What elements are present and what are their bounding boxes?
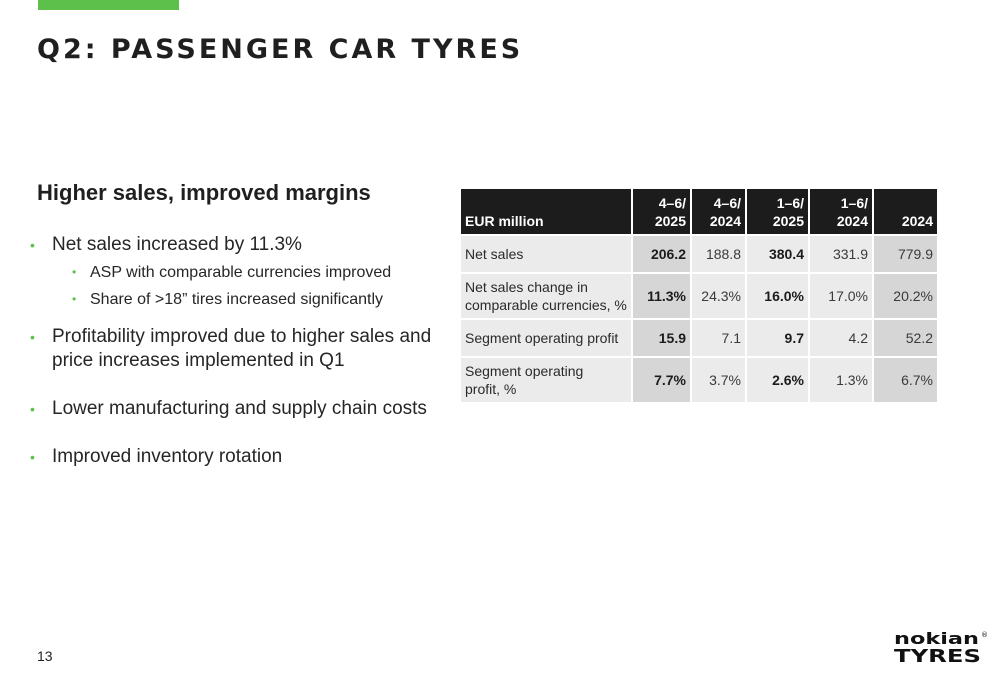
table-cell: 15.9 [632, 318, 692, 357]
accent-bar [38, 0, 179, 10]
bullet-text: Profitability improved due to higher sal… [52, 326, 432, 371]
bullet-dot-icon: • [72, 292, 77, 306]
column-header-year: 2025 [772, 213, 804, 229]
table-cell: 1.3% [809, 356, 874, 402]
table-header-row: EUR million 4–6/2025 4–6/2024 1–6/2025 1… [461, 189, 937, 235]
row-label: Net sales change in comparable currencies… [461, 272, 633, 319]
column-header-year: 2024 [836, 213, 868, 229]
column-header: 1–6/2025 [746, 189, 810, 235]
financial-table: EUR million 4–6/2025 4–6/2024 1–6/2025 1… [461, 189, 937, 402]
row-label-line: Segment operating [465, 363, 584, 379]
column-header-year: 2025 [654, 213, 686, 229]
column-header-period: 4–6/ [713, 195, 741, 211]
bullet-item: • Profitability improved due to higher sa… [30, 325, 450, 373]
table-cell: 380.4 [746, 234, 810, 273]
table-header-label: EUR million [461, 189, 633, 235]
nokian-tyres-logo: nokian ® TYRES [894, 630, 988, 664]
table-cell: 24.3% [691, 272, 747, 319]
row-label: Segment operating profit, % [461, 356, 633, 402]
table-cell: 11.3% [632, 272, 692, 319]
row-label-line: Net sales change in [465, 279, 588, 295]
bullet-item: • Lower manufacturing and supply chain co… [30, 397, 450, 421]
column-header-period: 4–6/ [658, 195, 686, 211]
bullet-list: • Net sales increased by 11.3% • ASP with … [30, 233, 450, 469]
column-header-period: 1–6/ [840, 195, 868, 211]
column-header: 4–6/2025 [632, 189, 692, 235]
logo-wordmark-bottom: TYRES [894, 646, 981, 664]
row-label: Net sales [461, 234, 633, 273]
table-cell: 52.2 [873, 318, 937, 357]
table-cell: 331.9 [809, 234, 874, 273]
column-header: 2024 [873, 189, 937, 235]
table-cell: 7.7% [632, 356, 692, 402]
table-cell: 20.2% [873, 272, 937, 319]
sub-bullet-item: • ASP with comparable currencies improved [30, 259, 450, 286]
logo-registered-mark: ® [981, 631, 988, 639]
row-label-line: comparable currencies, % [465, 297, 627, 313]
sub-bullet-text: Share of >18” tires increased significan… [90, 291, 384, 308]
table-cell: 4.2 [809, 318, 874, 357]
bullet-text: Lower manufacturing and supply chain cos… [52, 398, 427, 419]
bullet-item: • Improved inventory rotation [30, 445, 450, 469]
sub-bullet-item: • Share of >18” tires increased significa… [30, 286, 450, 313]
table-cell: 17.0% [809, 272, 874, 319]
row-label-line: Segment operating profit [465, 330, 619, 346]
row-label-line: Net sales [465, 246, 524, 262]
column-header: 4–6/2024 [691, 189, 747, 235]
table-cell: 6.7% [873, 356, 937, 402]
slide-title: Q2: PASSENGER CAR TYRES [37, 34, 524, 65]
table-row: Segment operating profit, % 7.7% 3.7% 2.6… [461, 356, 937, 402]
section-subheading: Higher sales, improved margins [37, 180, 371, 205]
table-cell: 206.2 [632, 234, 692, 273]
table-cell: 9.7 [746, 318, 810, 357]
bullet-dot-icon: • [30, 329, 35, 345]
table-row: Net sales change in comparable currencies… [461, 272, 937, 319]
bullet-text: Net sales increased by 11.3% [52, 234, 302, 255]
table-cell: 188.8 [691, 234, 747, 273]
bullet-dot-icon: • [30, 449, 35, 465]
sub-bullet-text: ASP with comparable currencies improved [90, 264, 392, 281]
bullet-dot-icon: • [30, 401, 35, 417]
table-row: Net sales 206.2 188.8 380.4 331.9 779.9 [461, 234, 937, 273]
table-row: Segment operating profit 15.9 7.1 9.7 4.… [461, 318, 937, 357]
table-cell: 3.7% [691, 356, 747, 402]
bullet-dot-icon: • [30, 237, 35, 253]
page-number: 13 [37, 648, 53, 664]
row-label: Segment operating profit [461, 318, 633, 357]
bullet-item: • Net sales increased by 11.3% [30, 233, 450, 257]
table-cell: 779.9 [873, 234, 937, 273]
column-header: 1–6/2024 [809, 189, 874, 235]
column-header-period: 1–6/ [776, 195, 804, 211]
table-cell: 16.0% [746, 272, 810, 319]
bullet-dot-icon: • [72, 265, 77, 279]
column-header-year: 2024 [709, 213, 741, 229]
logo-wordmark-top: nokian [894, 630, 979, 648]
row-label-line: profit, % [465, 381, 517, 397]
column-header-year: 2024 [901, 213, 933, 229]
table-cell: 7.1 [691, 318, 747, 357]
bullet-text: Improved inventory rotation [52, 446, 283, 467]
table-cell: 2.6% [746, 356, 810, 402]
